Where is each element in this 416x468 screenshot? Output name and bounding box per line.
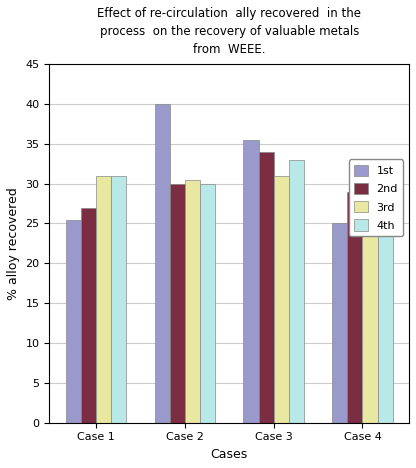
Bar [185, 180, 200, 423]
Bar [378, 168, 393, 423]
Bar [170, 183, 185, 423]
Y-axis label: % alloy recovered: % alloy recovered [7, 187, 20, 300]
Bar [274, 176, 289, 423]
Bar [347, 191, 362, 423]
X-axis label: Cases: Cases [210, 448, 248, 461]
Bar [362, 176, 378, 423]
Bar [332, 224, 347, 423]
Bar [81, 207, 96, 423]
Bar [200, 183, 215, 423]
Bar [258, 152, 274, 423]
Bar [243, 140, 258, 423]
Title: Effect of re-circulation  ally recovered  in the
process  on the recovery of val: Effect of re-circulation ally recovered … [97, 7, 361, 56]
Bar [155, 104, 170, 423]
Bar [96, 176, 111, 423]
Bar [66, 219, 81, 423]
Bar [289, 160, 304, 423]
Bar [111, 176, 126, 423]
Legend: 1st, 2nd, 3rd, 4th: 1st, 2nd, 3rd, 4th [349, 159, 404, 236]
